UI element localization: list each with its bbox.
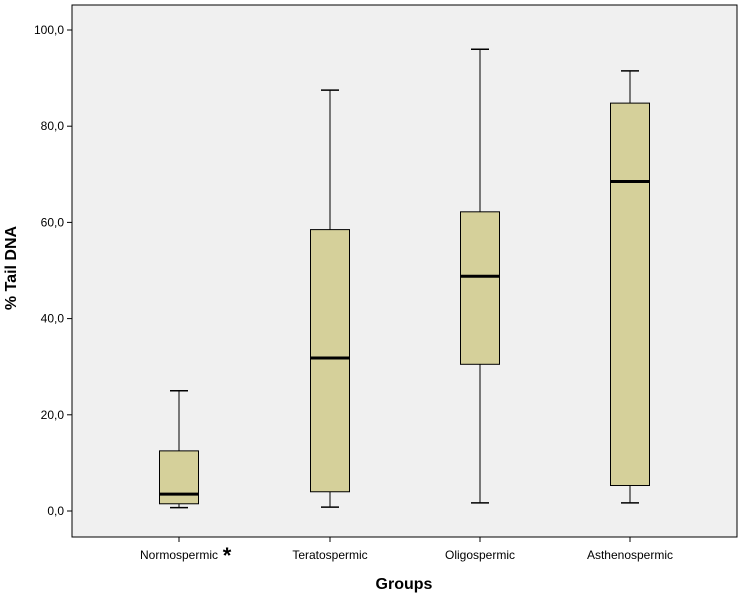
box-iqr [460, 211, 500, 365]
x-axis-title: Groups [376, 576, 433, 593]
box-iqr [310, 229, 350, 493]
x-tick-label: Oligospermic [445, 548, 515, 562]
x-tick-label: Asthenospermic [587, 548, 673, 562]
y-axis: 0,0 20,0 40,0 60,0 80,0 100,0 [34, 23, 72, 518]
x-tick-label: Teratospermic [292, 548, 367, 562]
y-tick-label: 60,0 [41, 215, 65, 229]
x-axis: Normospermic Teratospermic Oligospermic Ast… [140, 537, 673, 568]
significance-asterisk: * [223, 543, 232, 568]
y-tick-label: 100,0 [34, 23, 64, 37]
y-tick-label: 0,0 [47, 504, 64, 518]
y-tick-label: 40,0 [41, 312, 65, 326]
x-tick-label: Normospermic [140, 548, 218, 562]
y-axis-title: % Tail DNA [3, 225, 20, 310]
box-iqr [610, 102, 650, 487]
box-iqr [159, 450, 199, 505]
boxes [159, 48, 650, 509]
y-tick-label: 80,0 [41, 119, 65, 133]
y-tick-label: 20,0 [41, 408, 65, 422]
